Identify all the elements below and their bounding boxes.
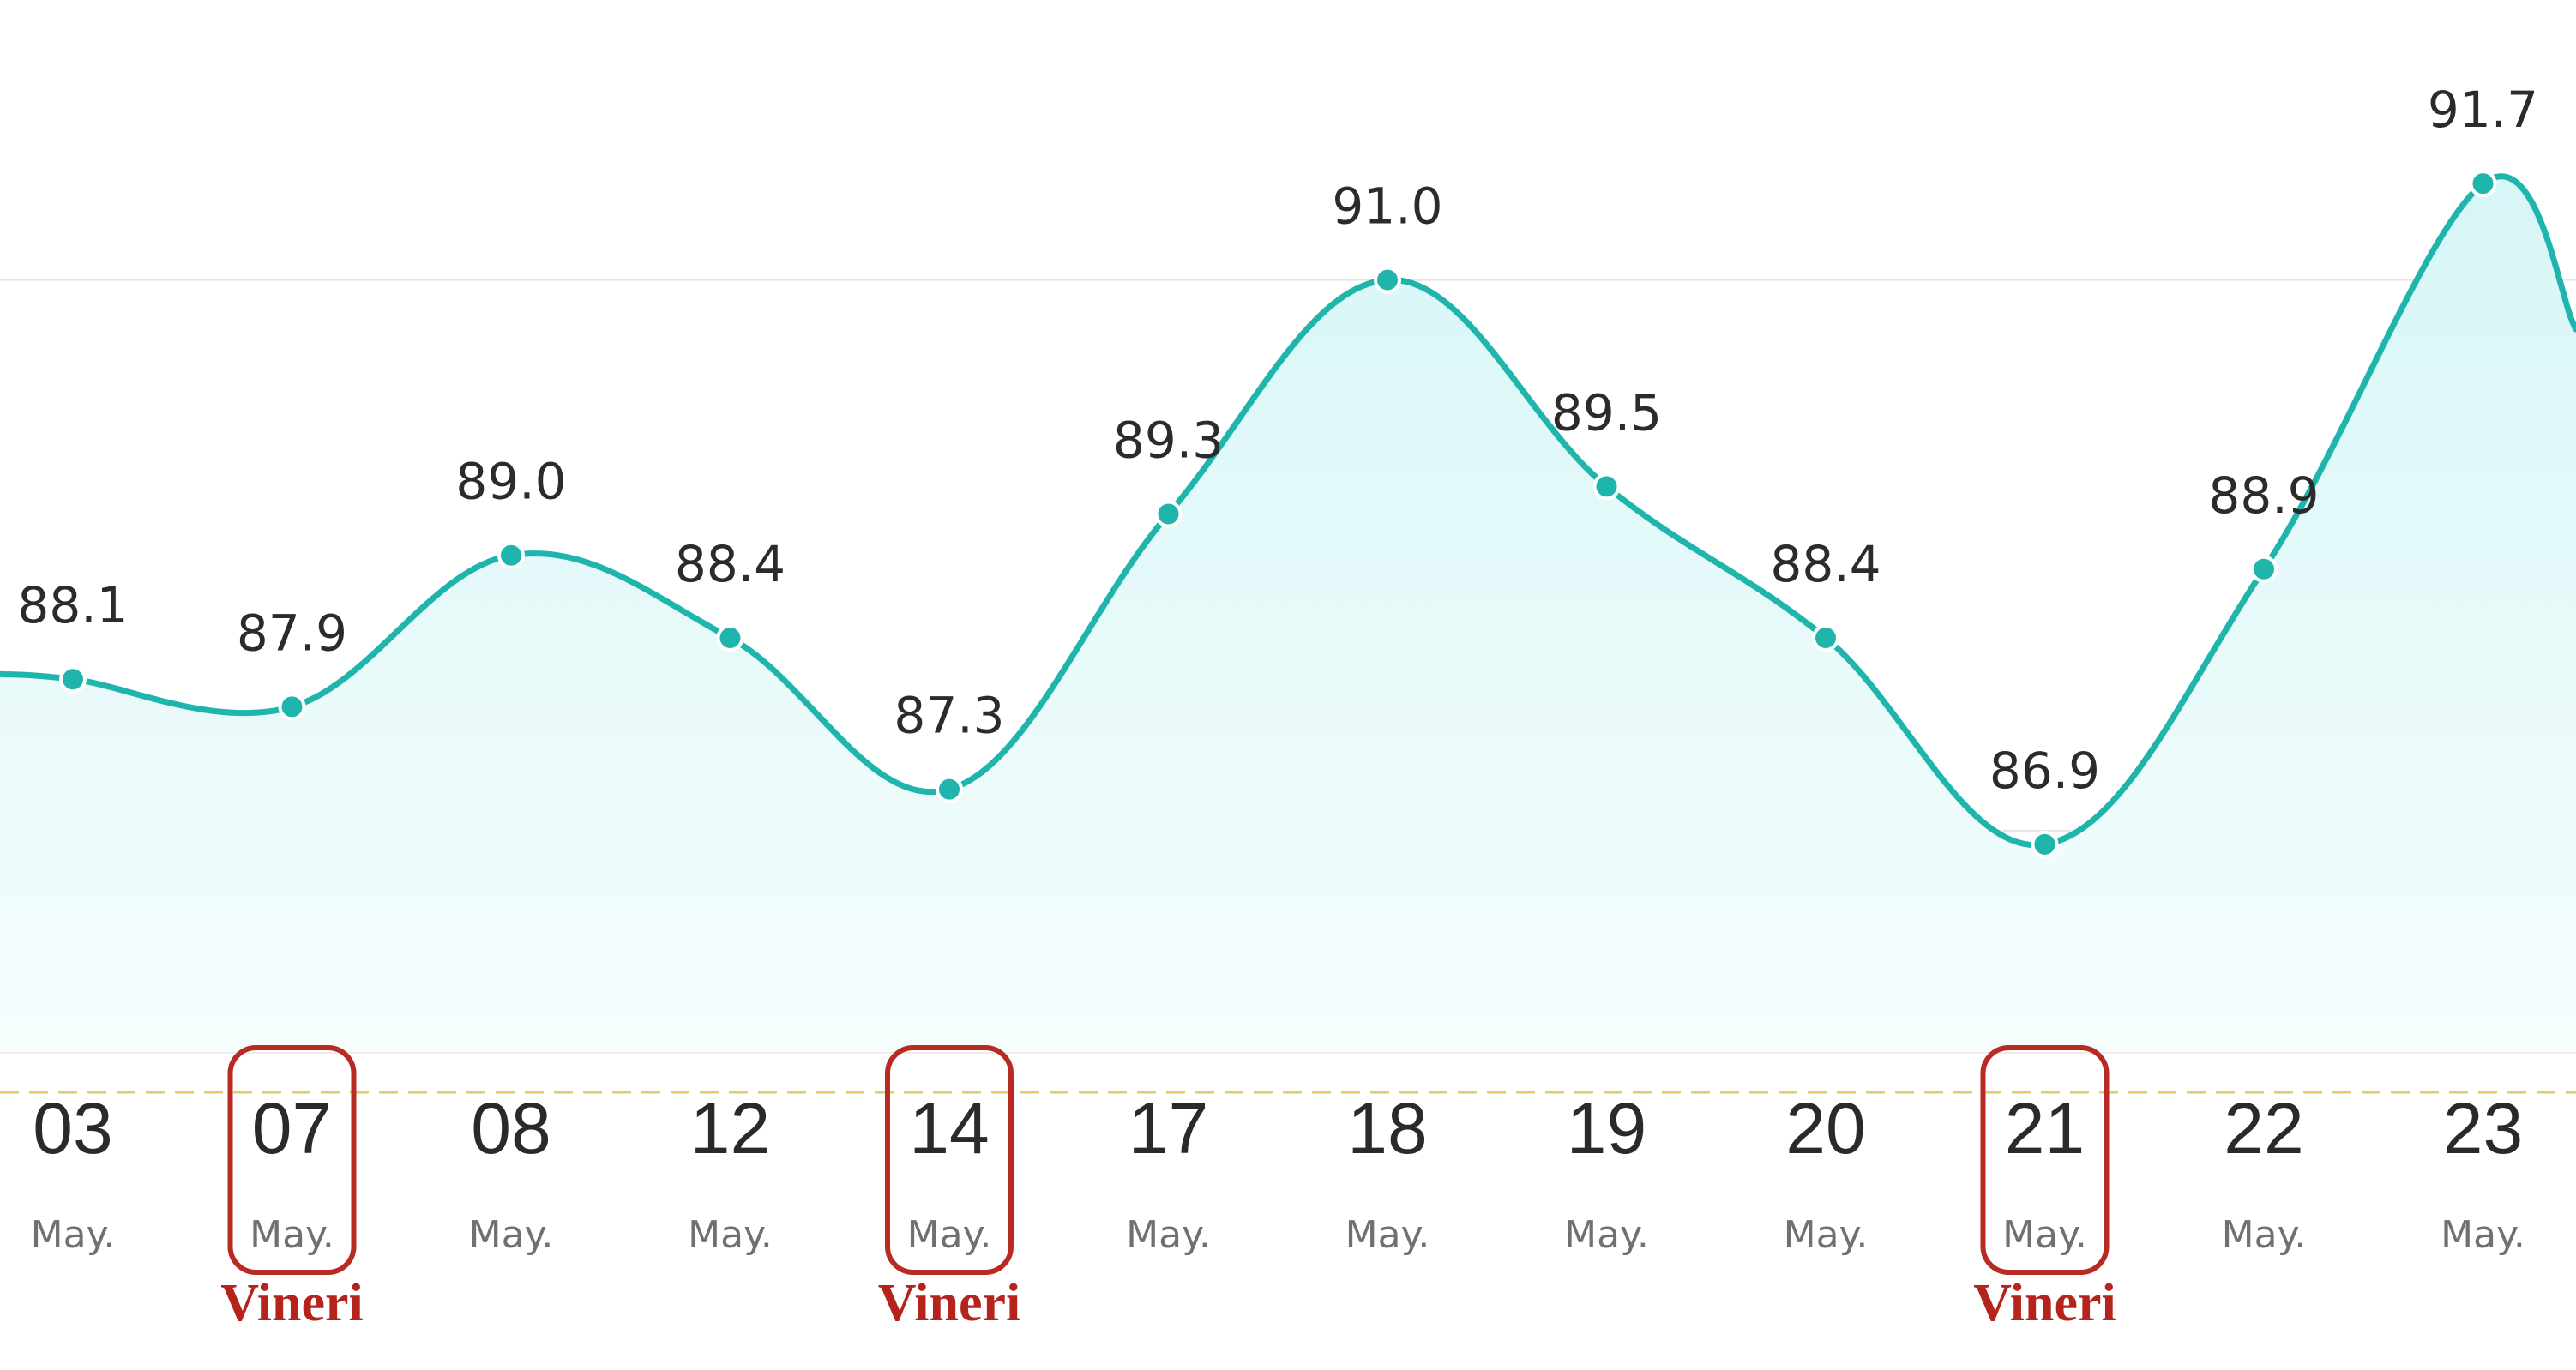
data-label-0: 88.1	[17, 576, 128, 634]
data-point-11	[2469, 170, 2497, 198]
tick-day-1: 07	[252, 1088, 332, 1169]
tick-month-3: May.	[688, 1213, 773, 1257]
highlight-box-1	[227, 1045, 357, 1275]
tick-day-4: 14	[909, 1088, 989, 1169]
tick-month-8: May.	[1784, 1213, 1869, 1257]
tick-day-3: 12	[690, 1088, 770, 1169]
tick-month-1: May.	[250, 1213, 334, 1257]
data-labels: 88.1 87.9 89.0 88.4 87.3 89.3 91.0 89.5 88.4 86.9…	[17, 81, 2538, 800]
data-label-9: 86.9	[1989, 742, 2100, 800]
x-axis: 03 May. Vineri 07 May. 08 May. 12 May. Vineri 14 Ma…	[31, 1045, 2525, 1332]
data-point-7	[1592, 472, 1621, 501]
tick-month-9: May.	[2002, 1213, 2087, 1257]
data-point-6	[1374, 266, 1401, 294]
data-label-4: 87.3	[894, 687, 1004, 745]
data-label-11: 91.7	[2428, 81, 2538, 139]
highlight-note-4: Vineri	[878, 1274, 1020, 1332]
tick-month-10: May.	[2222, 1213, 2307, 1257]
tick-day-7: 19	[1567, 1088, 1646, 1169]
highlight-box-4	[885, 1045, 1014, 1275]
data-point-1	[278, 693, 306, 721]
data-point-10	[2250, 555, 2278, 583]
area-fill	[0, 176, 2576, 1053]
data-label-6: 91.0	[1332, 177, 1442, 236]
data-points	[59, 170, 2497, 858]
tick-day-5: 17	[1129, 1088, 1208, 1169]
data-label-3: 88.4	[675, 535, 785, 593]
tick-day-0: 03	[33, 1088, 112, 1169]
data-point-4	[936, 775, 963, 803]
data-point-3	[716, 624, 744, 652]
tick-month-4: May.	[907, 1213, 992, 1257]
data-label-7: 89.5	[1551, 383, 1662, 442]
tick-month-7: May.	[1564, 1213, 1649, 1257]
tick-day-9: 21	[2005, 1088, 2085, 1169]
tick-day-8: 20	[1785, 1088, 1865, 1169]
data-label-5: 89.3	[1113, 412, 1224, 470]
data-point-2	[497, 541, 525, 569]
tick-day-2: 08	[471, 1088, 551, 1169]
highlight-box-9	[1980, 1045, 2110, 1275]
tick-month-0: May.	[31, 1213, 116, 1257]
data-point-5	[1154, 500, 1183, 528]
highlight-note-1: Vineri	[220, 1274, 363, 1332]
highlight-note-9: Vineri	[1973, 1274, 2116, 1332]
data-point-8	[1812, 624, 1839, 652]
tick-month-6: May.	[1345, 1213, 1430, 1257]
data-point-0	[59, 665, 87, 694]
tick-day-11: 23	[2443, 1088, 2523, 1169]
data-label-8: 88.4	[1770, 535, 1881, 593]
data-label-10: 88.9	[2208, 466, 2319, 525]
tick-day-6: 18	[1347, 1088, 1427, 1169]
tick-month-5: May.	[1126, 1213, 1211, 1257]
tick-month-11: May.	[2441, 1213, 2525, 1257]
data-label-1: 87.9	[237, 604, 347, 662]
data-label-2: 89.0	[455, 453, 566, 511]
tick-month-2: May.	[469, 1213, 554, 1257]
tick-day-10: 22	[2224, 1088, 2303, 1169]
data-point-9	[2031, 830, 2059, 858]
